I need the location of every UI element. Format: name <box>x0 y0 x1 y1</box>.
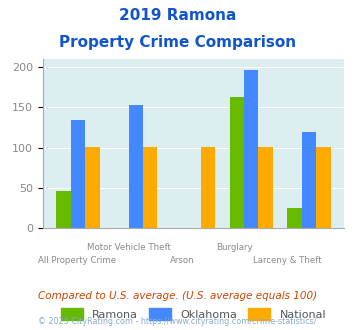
Bar <box>230 97 244 228</box>
Bar <box>71 119 85 228</box>
Text: Compared to U.S. average. (U.S. average equals 100): Compared to U.S. average. (U.S. average … <box>38 291 317 301</box>
Text: Burglary: Burglary <box>216 243 253 251</box>
Legend: Ramona, Oklahoma, National: Ramona, Oklahoma, National <box>56 304 331 324</box>
Bar <box>258 147 273 228</box>
Text: Property Crime Comparison: Property Crime Comparison <box>59 35 296 50</box>
Text: Arson: Arson <box>170 256 194 265</box>
Text: © 2025 CityRating.com - https://www.cityrating.com/crime-statistics/: © 2025 CityRating.com - https://www.city… <box>38 317 317 326</box>
Bar <box>287 208 302 228</box>
Bar <box>56 191 71 228</box>
Text: Motor Vehicle Theft: Motor Vehicle Theft <box>87 243 171 251</box>
Bar <box>201 147 215 228</box>
Bar <box>302 132 316 228</box>
Bar <box>85 147 100 228</box>
Bar <box>316 147 331 228</box>
Text: 2019 Ramona: 2019 Ramona <box>119 8 236 23</box>
Bar <box>129 105 143 228</box>
Text: Larceny & Theft: Larceny & Theft <box>253 256 322 265</box>
Bar <box>143 147 157 228</box>
Text: All Property Crime: All Property Crime <box>38 256 116 265</box>
Bar <box>244 70 258 228</box>
